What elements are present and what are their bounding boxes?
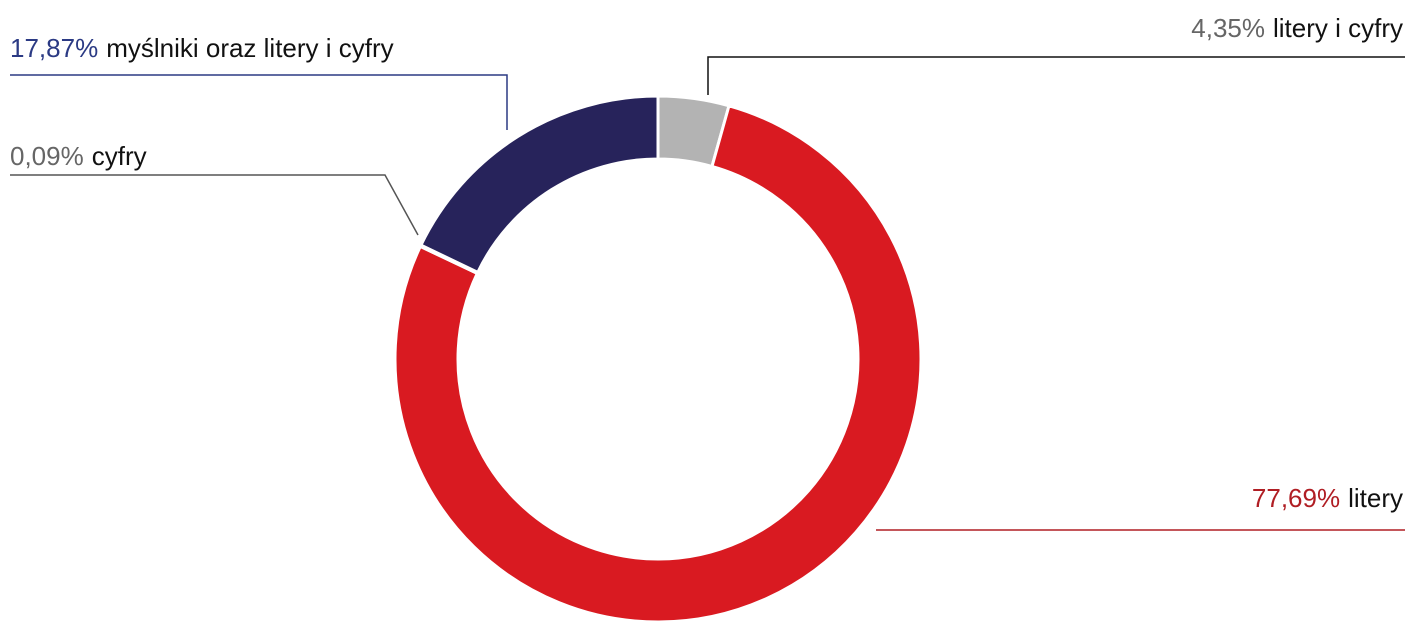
percent-label: 4,35% [1191, 13, 1265, 43]
donut-segment [418, 94, 660, 275]
category-label: litery [1348, 483, 1403, 513]
percent-label: 77,69% [1252, 483, 1340, 513]
segment-label: 4,35% litery i cyfry [1191, 13, 1403, 43]
segment-label: 77,69% litery [1252, 483, 1403, 513]
category-label: cyfry [92, 141, 147, 171]
segment-label: 17,87% myślniki oraz litery i cyfry [10, 33, 394, 63]
category-label: myślniki oraz litery i cyfry [106, 33, 393, 63]
category-label: litery i cyfry [1273, 13, 1403, 43]
percent-label: 17,87% [10, 33, 98, 63]
leader-line [707, 56, 1405, 95]
percent-label: 0,09% [10, 141, 84, 171]
donut-segment [393, 103, 923, 621]
leader-line [10, 174, 419, 236]
leader-line [10, 74, 508, 130]
segment-label: 0,09% cyfry [10, 141, 147, 171]
